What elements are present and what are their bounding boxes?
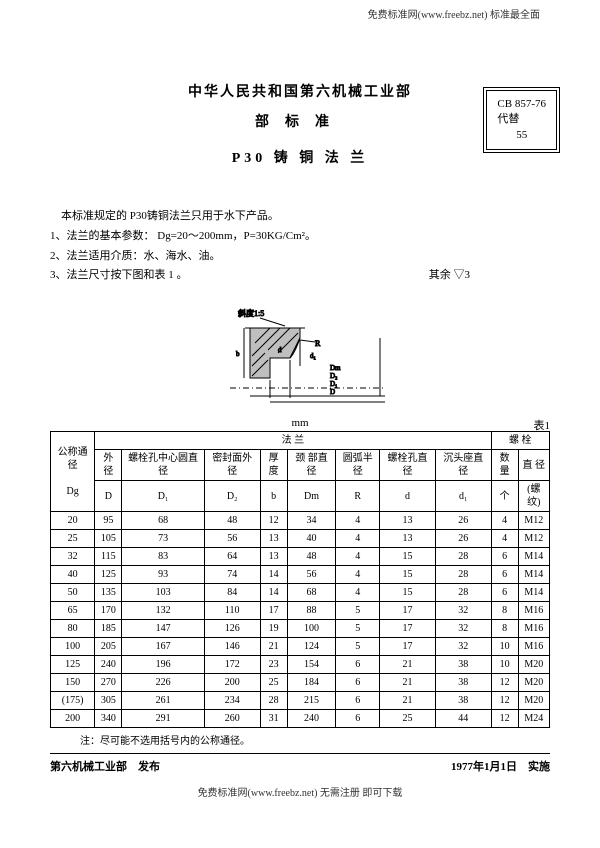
subtitle: 部标准 <box>50 111 550 131</box>
code-line3: 55 <box>497 128 546 143</box>
issuer: 第六机械工业部 <box>50 761 127 773</box>
standard-code-box: CB 857-76 代替 55 <box>483 87 560 153</box>
table-row: (175)305261234282156213812M20 <box>51 692 550 710</box>
intro-line3-right: 其余 ▽3 <box>429 266 470 286</box>
header: 中华人民共和国第六机械工业部 部标准 P30 铸 铜 法 兰 CB 857-76… <box>50 81 550 167</box>
svg-text:D: D <box>330 388 335 396</box>
group-bolt: 螺 栓 <box>491 432 549 450</box>
table-row: 8018514712619100517328M16 <box>51 620 550 638</box>
intro-line2: 2、法兰适用介质：水、海水、油。 <box>50 247 550 267</box>
table-row: 50135103841468415286M14 <box>51 584 550 602</box>
svg-text:D₂: D₂ <box>330 372 338 380</box>
svg-text:d: d <box>278 346 282 354</box>
table-row: 3211583641348415286M14 <box>51 548 550 566</box>
svg-text:Dm: Dm <box>330 364 341 372</box>
unit-label: mm <box>291 417 308 429</box>
bottom-banner: 免费标准网(www.freebz.net) 无需注册 即可下载 <box>50 774 550 799</box>
svg-text:d₁: d₁ <box>310 352 316 360</box>
code-line1: CB 857-76 <box>497 97 546 112</box>
dimension-table: 公称通径 Dg 法 兰 螺 栓 外 径 螺栓孔中心圆直径 密封面外 径 厚 度 … <box>50 431 550 728</box>
intro-line1: 1、法兰的基本参数： Dg=20～200mm，P=30KG/Cm²。 <box>50 227 550 247</box>
table-row: 4012593741456415286M14 <box>51 566 550 584</box>
doc-title: P30 铸 铜 法 兰 <box>50 147 550 167</box>
table-row: 125240196172231546213810M20 <box>51 656 550 674</box>
table-note: 注：尽可能不选用括号内的公称通径。 <box>80 732 550 747</box>
table-header-row: mm 表1 <box>50 417 550 429</box>
table-row: 651701321101788517328M16 <box>51 602 550 620</box>
org-name: 中华人民共和国第六机械工业部 <box>50 81 550 101</box>
top-banner: 免费标准网(www.freebz.net) 标准最全面 <box>50 0 550 21</box>
effective-action: 实施 <box>528 761 550 773</box>
svg-text:斜度1:5: 斜度1:5 <box>238 308 264 318</box>
table-row: 2510573561340413264M12 <box>51 530 550 548</box>
table-row: 200340291260312406254412M24 <box>51 710 550 728</box>
svg-text:R: R <box>315 339 321 348</box>
intro-line0: 本标准规定的 P30铸铜法兰只用于水下产品。 <box>50 207 550 227</box>
effective-date: 1977年1月1日 <box>451 761 517 773</box>
issue-action: 发布 <box>138 761 160 773</box>
svg-text:D₁: D₁ <box>330 380 338 388</box>
code-line2: 代替 <box>497 112 546 127</box>
flange-diagram: 斜度1:5 R D D₁ D₂ Dm d₁ d <box>50 298 550 411</box>
svg-text:b: b <box>236 350 240 358</box>
col-dg: 公称通径 Dg <box>51 432 95 512</box>
intro-text: 本标准规定的 P30铸铜法兰只用于水下产品。 1、法兰的基本参数： Dg=20～… <box>50 207 550 286</box>
table-row: 150270226200251846213812M20 <box>51 674 550 692</box>
table-caption: 表1 <box>534 417 551 433</box>
group-flange: 法 兰 <box>95 432 491 450</box>
intro-line3-left: 3、法兰尺寸按下图和表 1 。 <box>50 266 188 286</box>
table-body: 209568481234413264M122510573561340413264… <box>51 512 550 728</box>
table-row: 100205167146211245173210M16 <box>51 638 550 656</box>
table-row: 209568481234413264M12 <box>51 512 550 530</box>
footer: 第六机械工业部 发布 1977年1月1日 实施 <box>50 753 550 774</box>
